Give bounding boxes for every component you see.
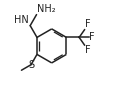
Text: F: F	[85, 19, 91, 29]
Text: HN: HN	[14, 15, 29, 25]
Text: NH₂: NH₂	[37, 4, 56, 14]
Text: S: S	[28, 60, 35, 70]
Text: F: F	[85, 45, 91, 56]
Text: F: F	[89, 32, 95, 42]
